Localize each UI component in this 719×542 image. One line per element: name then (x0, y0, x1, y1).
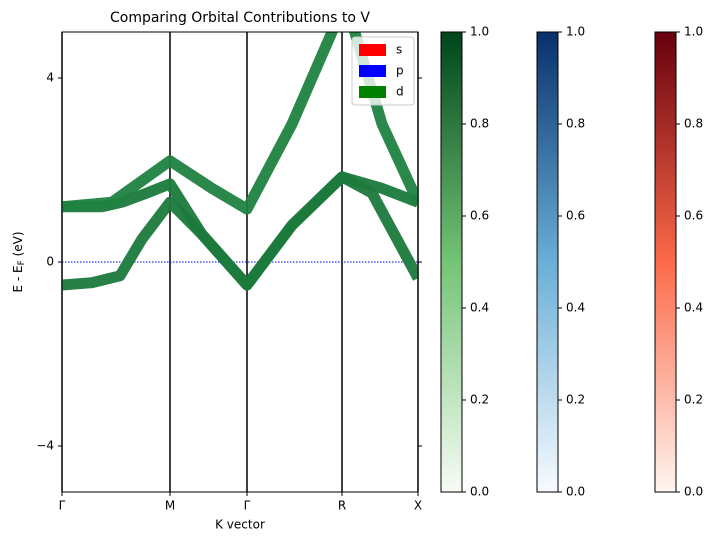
chart-title: Comparing Orbital Contributions to V (110, 10, 370, 26)
colorbar-tick-label: 0.8 (684, 117, 703, 131)
x-tick-label: Γ (59, 499, 66, 513)
colorbar (654, 31, 677, 493)
colorbar-tick-label: 0.2 (566, 393, 585, 407)
colorbar-tick-label: 1.0 (566, 25, 585, 39)
x-tick-label: M (165, 499, 175, 513)
legend-label: s (396, 43, 402, 57)
y-tick-label: 4 (46, 71, 54, 85)
legend-label: d (396, 85, 404, 99)
plot-frame (61, 31, 419, 493)
colorbar-tick-label: 0.0 (684, 485, 703, 499)
y-tick-label: −4 (36, 439, 54, 453)
legend-swatch (359, 86, 386, 98)
x-axis-label: K vector (215, 518, 265, 532)
colorbar (440, 31, 463, 493)
x-tick-label: Γ (244, 499, 251, 513)
x-tick-label: X (414, 499, 422, 513)
y-tick-label: 0 (46, 255, 54, 269)
colorbar-tick-label: 1.0 (470, 25, 489, 39)
legend-swatch (359, 44, 386, 56)
y-label-part: E - E (11, 265, 25, 292)
x-tick-label: R (338, 499, 346, 513)
colorbar-tick-label: 0.2 (470, 393, 489, 407)
colorbar-tick-label: 0.8 (470, 117, 489, 131)
colorbar-tick-label: 0.8 (566, 117, 585, 131)
colorbar-tick-label: 0.4 (684, 301, 703, 315)
legend-label: p (396, 64, 404, 78)
y-label-sub: F (17, 260, 27, 265)
colorbar (536, 31, 559, 493)
colorbar-tick-label: 1.0 (684, 25, 703, 39)
colorbar-tick-label: 0.4 (566, 301, 585, 315)
colorbar-tick-label: 0.2 (684, 393, 703, 407)
colorbar-tick-label: 0.6 (684, 209, 703, 223)
colorbar-tick-label: 0.6 (566, 209, 585, 223)
colorbar-tick-label: 0.0 (566, 485, 585, 499)
y-label-part: (eV) (11, 231, 25, 260)
legend-swatch (359, 65, 386, 77)
colorbar-tick-label: 0.4 (470, 301, 489, 315)
colorbar-tick-label: 0.6 (470, 209, 489, 223)
y-axis-label: E - EF (eV) (11, 231, 27, 292)
colorbar-tick-label: 0.0 (470, 485, 489, 499)
